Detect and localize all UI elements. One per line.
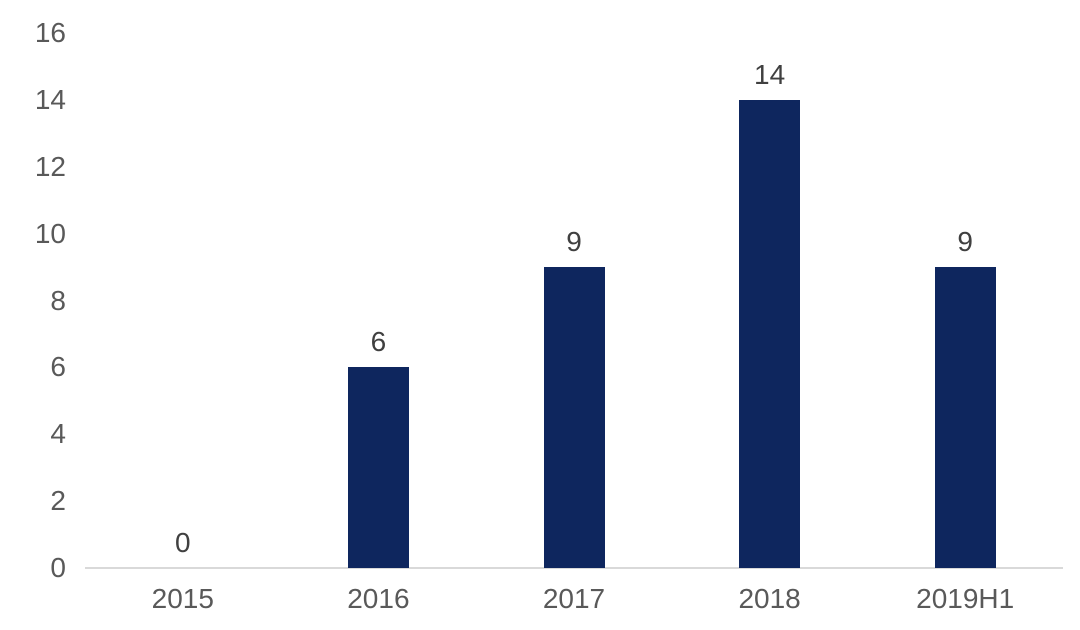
data-label-2016: 6 [370,326,387,358]
y-axis-tick-label: 4 [50,418,66,450]
data-label-2017: 9 [566,226,582,258]
x-axis-line [85,567,1063,569]
bar-2019H1 [934,267,996,568]
x-axis-label-2018: 2018 [738,583,801,614]
data-label-2015: 0 [175,527,191,558]
x-axis-label-2016: 2016 [347,583,410,614]
y-axis-tick-label: 8 [50,284,66,316]
bar-2017 [543,267,605,568]
x-axis-label-2015: 2015 [151,583,214,614]
y-axis-tick-label: 6 [50,351,66,383]
bar-2018 [739,99,801,568]
y-axis-tick-label: 12 [34,150,66,182]
x-axis-label-2019H1: 2019H1 [916,583,1015,614]
y-axis-tick-label: 16 [34,17,66,48]
y-axis-tick-label: 0 [50,552,66,583]
y-axis-tick-label: 10 [34,217,66,249]
y-axis-tick-label: 14 [34,83,66,115]
y-axis-tick-label: 2 [50,485,66,517]
x-axis-label-2017: 2017 [542,583,606,614]
data-label-2018: 14 [754,58,786,90]
data-label-2019H1: 9 [957,226,973,258]
bar-2016 [347,367,409,568]
